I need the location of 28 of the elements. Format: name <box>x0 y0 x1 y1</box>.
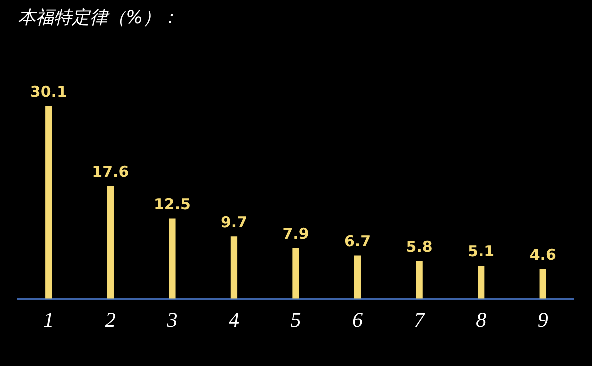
bar <box>107 186 114 299</box>
bar <box>540 269 546 299</box>
chart-title: 本福特定律（%）： <box>18 7 180 28</box>
data-label: 7.9 <box>282 224 310 243</box>
bar <box>354 256 362 299</box>
data-label: 5.8 <box>406 238 433 256</box>
x-tick-label: 8 <box>476 308 488 332</box>
data-label: 9.7 <box>220 213 248 232</box>
data-label: 5.1 <box>468 242 495 261</box>
data-label: 12.5 <box>154 195 191 214</box>
x-tick-label: 5 <box>290 308 302 332</box>
bar <box>416 261 423 299</box>
x-tick-label: 2 <box>105 308 116 332</box>
x-tick-label: 7 <box>414 308 426 332</box>
bar <box>169 218 176 299</box>
bar <box>46 106 52 299</box>
x-tick-label: 9 <box>538 308 549 332</box>
x-tick-label: 3 <box>166 308 178 332</box>
data-label: 6.7 <box>344 232 372 250</box>
data-label: 17.6 <box>92 162 130 181</box>
x-tick-label: 1 <box>44 308 54 332</box>
data-label: 4.6 <box>530 246 556 264</box>
bar <box>230 236 238 299</box>
bar <box>478 266 485 299</box>
x-tick-label: 4 <box>228 308 240 332</box>
data-label: 30.1 <box>30 83 68 102</box>
bar <box>292 248 300 299</box>
x-tick-label: 6 <box>352 308 364 332</box>
